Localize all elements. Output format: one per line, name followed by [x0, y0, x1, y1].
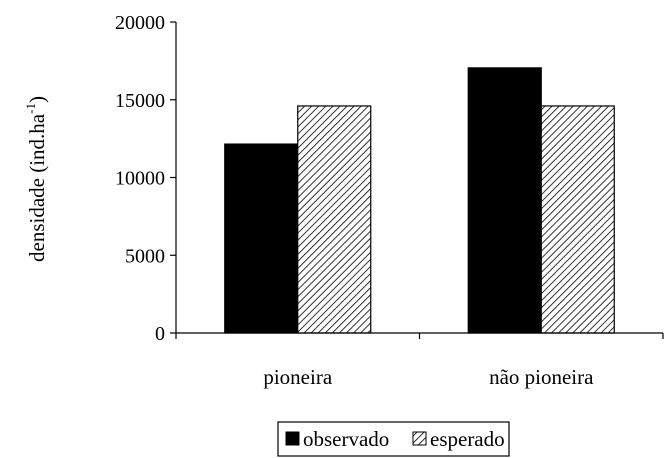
- x-axis: pioneira não pioneira: [175, 332, 664, 389]
- bar-esperado-1: [540, 105, 615, 334]
- y-tick-label-5000: 5000: [125, 245, 165, 267]
- bars: [224, 67, 615, 334]
- legend-label-esperado: esperado: [430, 427, 505, 451]
- bar-esperado-0: [297, 105, 372, 334]
- legend-label-observado: observado: [303, 427, 389, 451]
- legend-swatch-observado: [285, 431, 300, 446]
- legend-frame: [277, 421, 510, 457]
- y-tick-label-20000: 20000: [115, 12, 165, 34]
- legend-swatch-esperado: [412, 431, 427, 446]
- y-axis-ticks: 0 5000 10000 15000 20000: [115, 12, 177, 345]
- bar-observado-0: [224, 143, 299, 334]
- bar-observado-1: [467, 67, 542, 334]
- y-tick-label-10000: 10000: [115, 168, 165, 190]
- x-category-label-0: pioneira: [263, 365, 332, 389]
- y-axis-label-superscript: -1: [23, 103, 38, 114]
- legend: observado esperado: [277, 421, 510, 457]
- x-category-label-1: não pioneira: [489, 365, 594, 389]
- y-tick-label-0: 0: [155, 323, 165, 345]
- y-axis-label: densidade (ind.ha-1): [23, 96, 49, 262]
- y-tick-label-15000: 15000: [115, 90, 165, 112]
